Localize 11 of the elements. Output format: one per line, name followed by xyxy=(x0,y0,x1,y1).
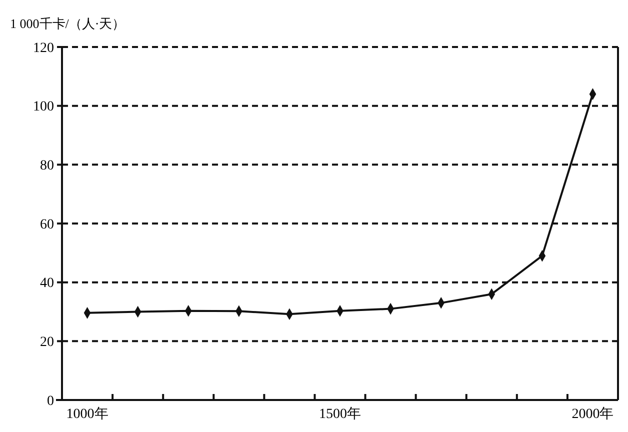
x-tick-label: 1000年 xyxy=(66,406,108,422)
y-tick-label: 60 xyxy=(40,217,54,232)
y-tick-label: 40 xyxy=(40,276,54,292)
y-tick-label: 100 xyxy=(33,100,54,115)
y-tick-label: 0 xyxy=(47,394,54,409)
y-tick-label: 120 xyxy=(33,40,54,56)
y-tick-label: 20 xyxy=(40,335,54,350)
x-tick-label: 1500年 xyxy=(319,406,361,422)
x-tick-label: 2000年 xyxy=(572,406,614,422)
y-axis-title: 1 000千卡/（人·天） xyxy=(10,16,126,31)
y-tick-label: 80 xyxy=(40,158,54,174)
